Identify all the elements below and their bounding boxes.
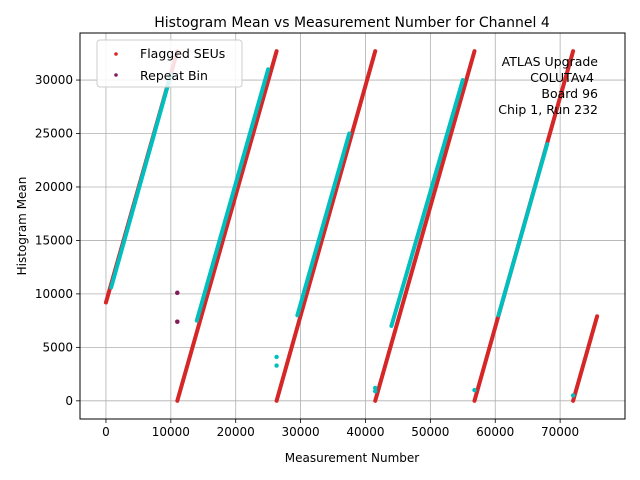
annotation-block: ATLAS Upgrade COLUTAv4 Board 96 Chip 1, … bbox=[498, 54, 598, 117]
chart-title: Histogram Mean vs Measurement Number for… bbox=[154, 15, 550, 31]
legend-marker-repeat bbox=[114, 73, 118, 77]
series-1-group bbox=[175, 290, 180, 324]
y-tick-label: 20000 bbox=[35, 180, 73, 194]
series-2-point bbox=[373, 385, 378, 391]
legend-label-flagged: Flagged SEUs bbox=[140, 46, 225, 61]
series-2-point bbox=[373, 388, 378, 394]
series-0-trace bbox=[571, 314, 600, 403]
y-tick-label: 15000 bbox=[35, 233, 73, 247]
series-2-trace bbox=[496, 142, 550, 318]
y-tick-label: 25000 bbox=[35, 127, 73, 141]
series-2-group bbox=[109, 67, 576, 398]
series-2-point bbox=[274, 363, 279, 368]
series-0-trace bbox=[373, 49, 477, 403]
x-tick-label: 60000 bbox=[476, 425, 514, 439]
x-tick-label: 40000 bbox=[346, 425, 384, 439]
annotation-line-2: COLUTAv4 bbox=[530, 70, 594, 85]
series-2-point bbox=[570, 393, 576, 398]
x-tick-label: 30000 bbox=[282, 425, 320, 439]
y-tick-label: 30000 bbox=[35, 73, 73, 87]
annotation-line-1: ATLAS Upgrade bbox=[502, 54, 599, 69]
legend-box bbox=[96, 39, 243, 88]
series-2-trace bbox=[389, 78, 465, 328]
series-1-point bbox=[175, 290, 180, 296]
series-2-trace bbox=[109, 72, 173, 290]
y-tick-label: 0 bbox=[65, 394, 73, 408]
x-tick-label: 10000 bbox=[152, 425, 190, 439]
x-tick-label: 0 bbox=[102, 425, 110, 439]
x-axis-ticks: 0 10000 20000 30000 40000 50000 60000 70000 bbox=[102, 419, 579, 439]
series-2-point bbox=[472, 387, 477, 393]
plot-area-frame bbox=[79, 32, 626, 420]
series-1-point bbox=[175, 319, 180, 324]
series-2-trace bbox=[194, 67, 271, 323]
series-0-trace bbox=[274, 49, 378, 403]
y-tick-label: 10000 bbox=[35, 287, 73, 301]
y-axis-ticks: 0 5000 10000 15000 20000 25000 30000 bbox=[35, 73, 80, 408]
x-tick-label: 20000 bbox=[217, 425, 255, 439]
series-2-point bbox=[274, 354, 279, 360]
x-axis-title: Measurement Number bbox=[285, 451, 419, 465]
y-axis-title: Histogram Mean bbox=[15, 177, 29, 276]
annotation-line-4: Chip 1, Run 232 bbox=[498, 102, 598, 117]
x-tick-label: 50000 bbox=[411, 425, 449, 439]
legend-label-repeat: Repeat Bin bbox=[140, 68, 208, 83]
x-tick-label: 70000 bbox=[541, 425, 579, 439]
legend: Flagged SEUs Repeat Bin bbox=[96, 39, 243, 88]
series-2-trace bbox=[295, 131, 352, 318]
series-0-trace bbox=[175, 49, 279, 403]
legend-marker-flagged bbox=[114, 52, 118, 56]
annotation-line-3: Board 96 bbox=[541, 86, 598, 101]
data-markers bbox=[103, 49, 600, 403]
y-tick-label: 5000 bbox=[42, 340, 73, 354]
